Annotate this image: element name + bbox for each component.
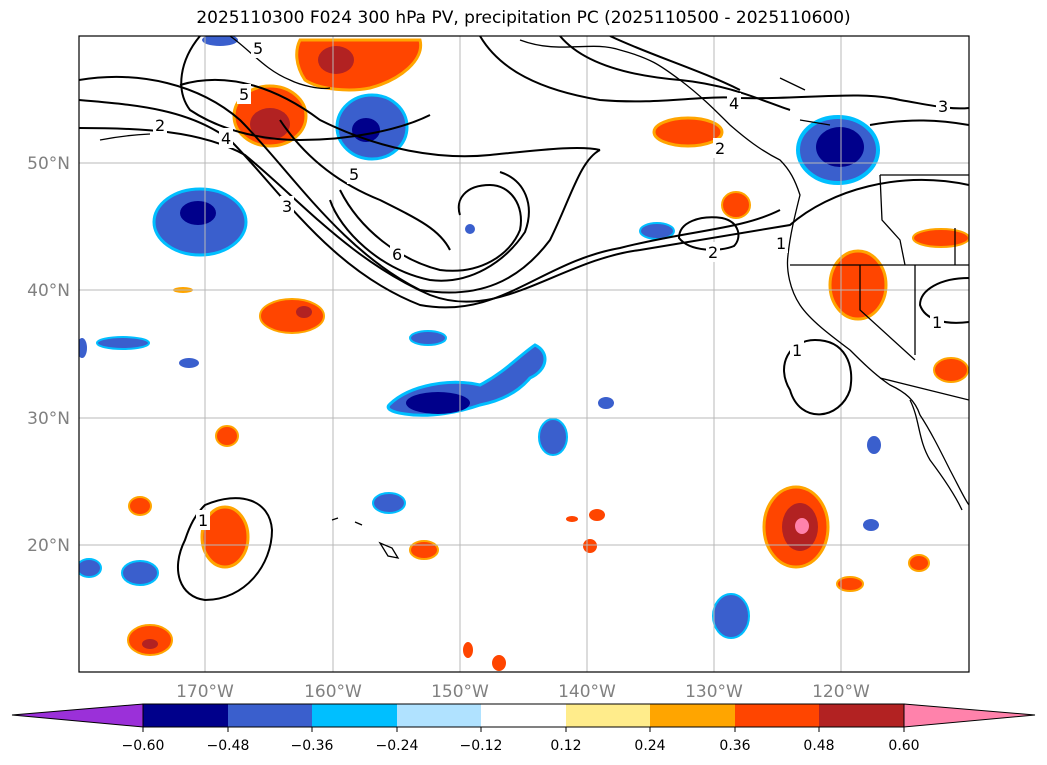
precip-blob [652, 116, 724, 148]
precip-blob [538, 418, 568, 456]
precipitation-shading [79, 36, 969, 671]
precip-blob [816, 127, 864, 167]
precip-blob [409, 330, 447, 346]
colorbar-segment [397, 704, 481, 727]
precip-blob [598, 397, 614, 409]
precip-blob [406, 392, 470, 414]
precip-blob [492, 655, 506, 671]
colorbar-segment [228, 704, 312, 727]
precip-blob [795, 518, 809, 534]
precip-blob [318, 46, 354, 74]
pv-contour-label: 1 [932, 313, 942, 332]
coastlines [99, 36, 969, 559]
colorbar-tick-label: −0.60 [122, 738, 165, 754]
pv-contour-label: 4 [729, 94, 739, 113]
colorbar-segment [312, 704, 397, 727]
precip-blob [712, 593, 750, 639]
precip-blob [583, 539, 597, 553]
precip-blob [142, 639, 158, 649]
colorbar-extend-min [11, 703, 144, 728]
colorbar-tick-label: 0.36 [719, 738, 750, 754]
pv-contour-label: 5 [239, 85, 249, 104]
colorbar-segment [735, 704, 819, 727]
lon-label-170w: 170°W [176, 682, 234, 702]
pv-contour-label: 2 [715, 139, 725, 158]
colorbar-tick-label: 0.12 [550, 738, 581, 754]
precip-blob [250, 108, 290, 140]
lon-label-160w: 160°W [304, 682, 362, 702]
precip-blob [121, 560, 159, 586]
precip-blob [296, 306, 312, 318]
pv-contour-label: 1 [776, 234, 786, 253]
pv-contour-label: 6 [392, 245, 402, 264]
precip-blob [79, 338, 87, 358]
precip-blob [409, 540, 439, 560]
pv-contour-label: 5 [349, 165, 359, 184]
precip-blob [128, 496, 152, 516]
colorbar-tick-label: −0.24 [376, 738, 419, 754]
lon-label-120w: 120°W [812, 682, 870, 702]
pv-contours [79, 36, 969, 602]
precip-blob [295, 38, 423, 92]
chart-title: 2025110300 F024 300 hPa PV, precipitatio… [196, 8, 851, 28]
map-frame [78, 35, 970, 673]
precip-blob [566, 516, 578, 522]
lat-label-30n: 30°N [27, 409, 70, 429]
colorbar-tick-label: −0.48 [207, 738, 250, 754]
pv-contour-label: 1 [792, 341, 802, 360]
precip-blob [867, 436, 881, 454]
precip-blob [259, 298, 325, 334]
colorbar-tick-label: 0.48 [803, 738, 834, 754]
precip-blob [863, 519, 879, 531]
lon-label-140w: 140°W [558, 682, 616, 702]
colorbar-tick-label: −0.12 [460, 738, 503, 754]
precip-blob [79, 558, 102, 578]
precip-blob [836, 576, 864, 592]
longitude-labels: 170°W 160°W 150°W 140°W 130°W 120°W [176, 682, 870, 702]
precip-blob [912, 228, 969, 248]
precip-blob [908, 554, 930, 572]
precip-blob [828, 249, 888, 321]
colorbar-tick-label: 0.24 [634, 738, 665, 754]
colorbar-segment [819, 704, 904, 727]
precip-blob [721, 191, 751, 219]
precip-blob [202, 36, 238, 46]
colorbar-segment [481, 704, 566, 727]
precip-blob [96, 336, 150, 350]
lon-label-130w: 130°W [685, 682, 743, 702]
colorbar-extend-max [903, 703, 1036, 728]
precip-blob [463, 642, 473, 658]
precip-blob [180, 201, 216, 225]
precip-blob [933, 357, 969, 383]
latitude-labels: 50°N 40°N 30°N 20°N [27, 154, 70, 556]
lat-label-20n: 20°N [27, 536, 70, 556]
pv-contour-label: 3 [938, 97, 948, 116]
precip-blob [200, 505, 250, 569]
colorbar-tick-label: −0.36 [291, 738, 334, 754]
colorbar-segment [650, 704, 735, 727]
pv-contour-label: 4 [221, 129, 231, 148]
colorbar-tick-label: 0.60 [888, 738, 919, 754]
pv-contour-labels: 5 5 2 4 3 5 6 4 2 2 1 3 1 1 1 [153, 38, 950, 530]
colorbar: −0.60 −0.48 −0.36 −0.24 −0.12 0.12 0.24 … [11, 703, 1036, 754]
lat-label-50n: 50°N [27, 154, 70, 174]
lon-label-150w: 150°W [431, 682, 489, 702]
pv-contour-label: 2 [155, 116, 165, 135]
precip-blob [465, 224, 475, 234]
pv-contour-label: 1 [198, 511, 208, 530]
precip-blob [215, 425, 239, 447]
precip-blob [372, 492, 406, 514]
colorbar-segment [566, 704, 650, 727]
lat-label-40n: 40°N [27, 281, 70, 301]
precip-blob [589, 509, 605, 521]
pv-contour-label: 3 [282, 197, 292, 216]
pv-contour-label: 2 [708, 243, 718, 262]
pv-contour-label: 5 [253, 39, 263, 58]
precip-blob [179, 358, 199, 368]
colorbar-segment [143, 704, 228, 727]
